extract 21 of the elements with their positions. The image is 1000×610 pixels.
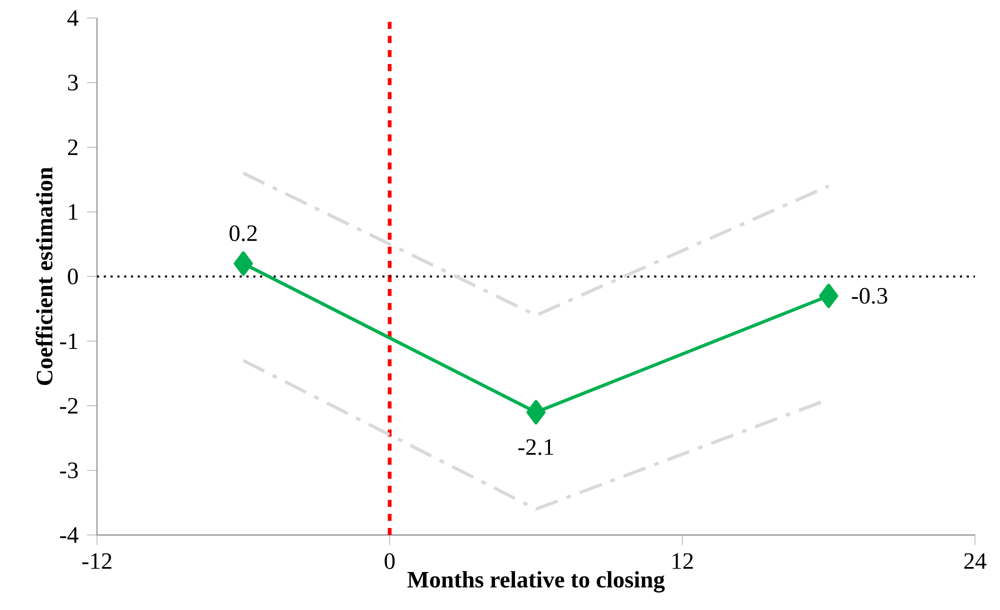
y-tick-label: -3 — [60, 462, 78, 478]
y-tick-label: -4 — [60, 527, 78, 543]
data-label: -2.1 — [518, 439, 554, 456]
y-tick-label: 3 — [68, 74, 78, 90]
y-tick-label: 1 — [69, 204, 78, 220]
y-tick-label: -2 — [60, 398, 78, 414]
y-tick-label: 4 — [67, 10, 78, 26]
point — [819, 284, 838, 308]
x-tick-label: 12 — [672, 553, 693, 569]
point — [234, 251, 253, 276]
x-axis-title: Months relative to closing — [407, 571, 665, 593]
x-tick-label: 24 — [964, 553, 986, 569]
y-tick-label: -1 — [60, 333, 78, 349]
point — [526, 400, 546, 424]
y-tick-label: 0 — [68, 268, 78, 284]
y-axis-title: Coefficient estimation — [36, 167, 52, 385]
data-label: -0.3 — [852, 288, 888, 304]
x-tick-label: 0 — [384, 553, 395, 570]
x-tick-label: -12 — [82, 553, 112, 569]
data-label: 0.2 — [230, 225, 257, 242]
y-tick-label: 2 — [68, 140, 78, 156]
